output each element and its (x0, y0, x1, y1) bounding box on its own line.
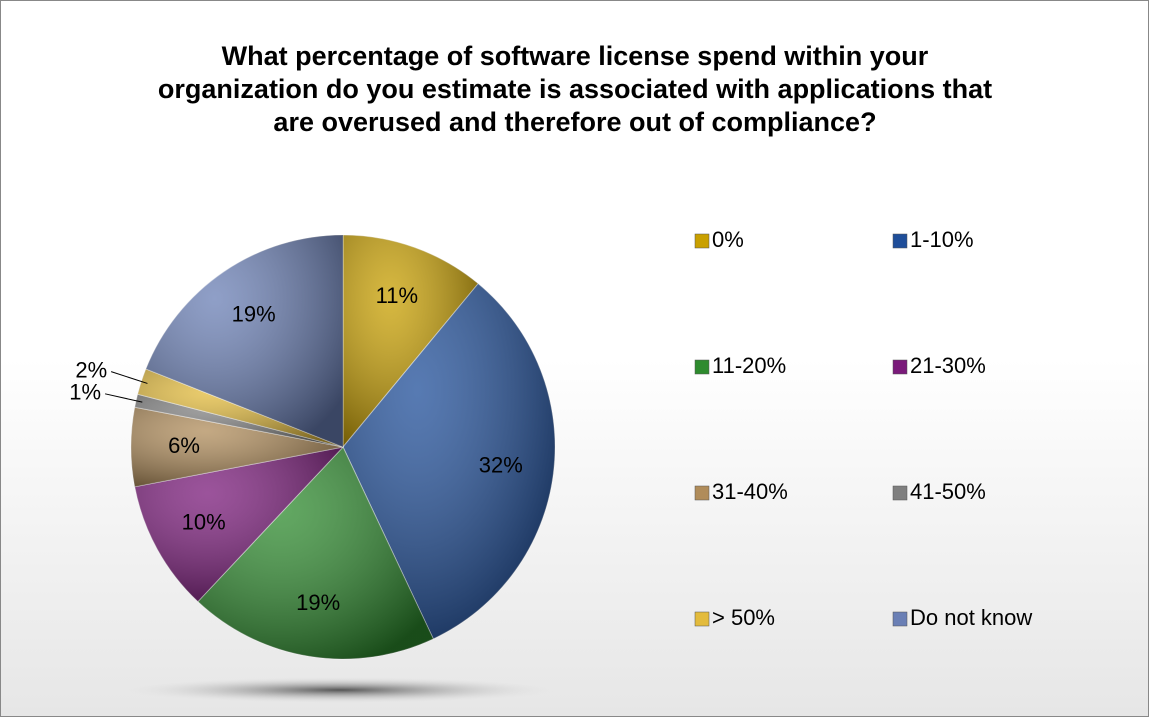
data-label: 1% (69, 380, 101, 405)
chart-title: What percentage of software license spen… (157, 41, 993, 137)
legend-label: 31-40% (712, 479, 788, 504)
legend-swatch (694, 485, 710, 501)
leader-line (110, 371, 148, 384)
data-label: 11% (376, 283, 418, 308)
data-label: 2% (75, 357, 107, 382)
pie-shadow (125, 677, 555, 703)
legend-swatch (694, 233, 710, 249)
legend-label: 21-30% (910, 353, 986, 378)
legend-label: 0% (712, 227, 744, 252)
data-label: 19% (296, 590, 340, 615)
legend-swatch (694, 359, 710, 375)
leader-line (104, 393, 143, 403)
legend-swatch (892, 485, 908, 501)
slice-shade (134, 447, 343, 602)
legend-label: 11-20% (712, 353, 786, 378)
data-label: 19% (232, 301, 276, 326)
legend-label: 41-50% (910, 479, 986, 504)
legend-label: > 50% (712, 605, 775, 630)
slice-shade (145, 234, 343, 447)
legend-swatch (694, 611, 710, 627)
data-label: 32% (479, 453, 523, 478)
legend-swatch (892, 611, 908, 627)
slice-shade (137, 368, 343, 447)
slice-shade (197, 447, 434, 660)
legend-swatch (892, 233, 908, 249)
data-label: 6% (168, 433, 200, 458)
slice-shade (343, 235, 479, 447)
legend-label: Do not know (910, 605, 1032, 630)
legend-swatch (892, 359, 908, 375)
slice-shade (130, 407, 343, 487)
slice-shade (343, 283, 556, 639)
legend-label: 1-10% (910, 227, 974, 252)
data-label: 10% (182, 509, 226, 534)
